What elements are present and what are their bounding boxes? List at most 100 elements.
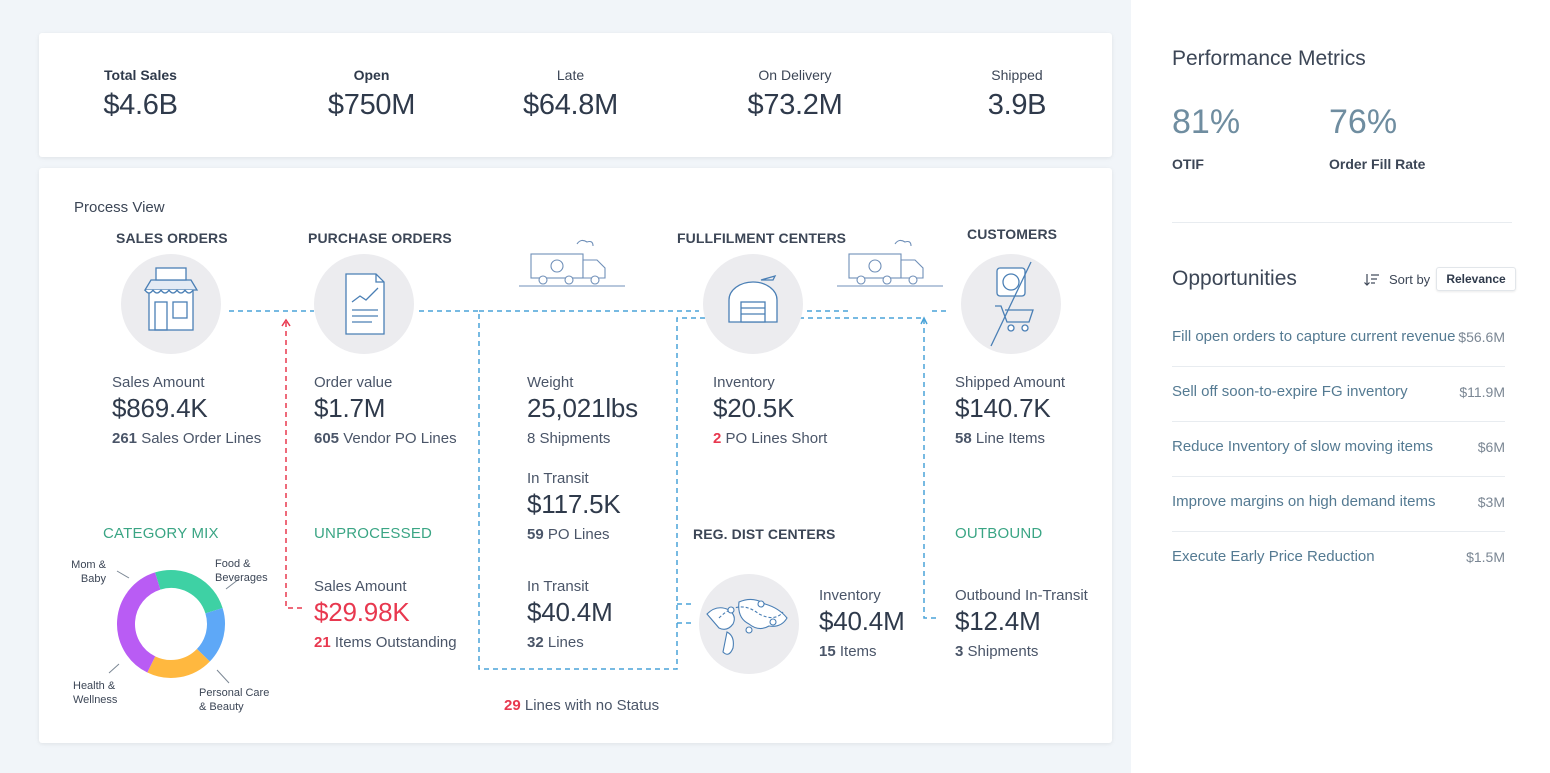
- line-items[interactable]: 58 Line Items: [955, 430, 1045, 447]
- kpi-label: Late: [556, 67, 585, 83]
- opportunity-label[interactable]: Execute Early Price Reduction: [1172, 548, 1375, 565]
- fulfilment-centers-node[interactable]: [703, 254, 803, 354]
- label-health-wellness: Health & Wellness: [73, 679, 117, 707]
- sales-order-lines[interactable]: 261 Sales Order Lines: [112, 430, 261, 447]
- kpi-on-delivery[interactable]: On Delivery $73.2M: [739, 67, 851, 122]
- customers-node[interactable]: [961, 254, 1061, 354]
- arrow-up-icon: [920, 316, 928, 325]
- opportunity-item[interactable]: Fill open orders to capture current reve…: [1172, 312, 1505, 367]
- category-mix-chart[interactable]: [39, 168, 339, 743]
- fulfilment-centers-heading: FULLFILMENT CENTERS: [677, 230, 847, 246]
- right-panel: Performance Metrics 81% OTIF 76% Order F…: [1131, 0, 1550, 773]
- metric-label: Order Fill Rate: [1329, 156, 1426, 172]
- sort-icon[interactable]: [1364, 273, 1380, 287]
- in-transit-value: $40.4M: [527, 597, 613, 627]
- kpi-value: 3.9B: [987, 89, 1047, 121]
- opportunity-item[interactable]: Improve margins on high demand items $3M: [1172, 477, 1505, 532]
- order-value-label: Order value: [314, 374, 393, 391]
- in-transit-lines[interactable]: 32 Lines: [527, 634, 584, 651]
- inventory-label: Inventory: [713, 374, 775, 391]
- kpi-value: $4.6B: [103, 89, 178, 121]
- vendor-po-lines-text: Vendor PO Lines: [339, 430, 457, 447]
- opportunity-label[interactable]: Sell off soon-to-expire FG inventory: [1172, 383, 1408, 400]
- leader-line: [216, 669, 230, 684]
- outbound-shipments[interactable]: 3 Shipments: [955, 643, 1038, 660]
- lines-no-status[interactable]: 29 Lines with no Status: [504, 697, 659, 714]
- reg-items-count: 15: [819, 643, 836, 660]
- kpi-shipped[interactable]: Shipped 3.9B: [982, 67, 1052, 122]
- label-line: Personal Care: [199, 687, 270, 699]
- no-status-text: Lines with no Status: [520, 697, 660, 714]
- reg-items[interactable]: 15 Items: [819, 643, 877, 660]
- opportunity-label[interactable]: Fill open orders to capture current reve…: [1172, 328, 1456, 345]
- po-lines-short-count: 2: [713, 430, 722, 447]
- opportunity-item[interactable]: Execute Early Price Reduction $1.5M: [1172, 532, 1505, 587]
- outbound-shipments-text: Shipments: [963, 643, 1039, 660]
- leader-line: [225, 578, 240, 590]
- sales-orders-node[interactable]: [121, 254, 221, 354]
- metric-order-fill-rate[interactable]: 76% Order Fill Rate: [1329, 103, 1425, 172]
- in-transit-label: In Transit: [527, 578, 589, 595]
- po-lines-count: 59: [527, 526, 544, 543]
- sales-orders-heading: SALES ORDERS: [116, 230, 228, 246]
- label-line: Food &: [215, 558, 251, 570]
- opportunity-label[interactable]: Reduce Inventory of slow moving items: [1172, 438, 1433, 455]
- kpi-label: Open: [353, 67, 390, 83]
- po-lines-short-text: PO Lines Short: [721, 430, 828, 447]
- process-connectors: [229, 310, 949, 670]
- shipped-amount-value: $140.7K: [955, 393, 1051, 423]
- items-outstanding[interactable]: 21 Items Outstanding: [314, 634, 457, 651]
- donut-slice-mom-baby[interactable]: [155, 570, 223, 614]
- opportunity-amount: $6M: [1477, 439, 1505, 455]
- opportunity-label[interactable]: Improve margins on high demand items: [1172, 493, 1436, 510]
- label-line: Wellness: [73, 694, 118, 706]
- arrow-up-icon: [281, 318, 291, 327]
- donut-slice-food-beverages[interactable]: [196, 608, 225, 662]
- kpi-value: $73.2M: [747, 89, 843, 121]
- kpi-total-sales[interactable]: Total Sales $4.6B: [98, 67, 183, 122]
- reg-dist-centers-node[interactable]: [699, 574, 799, 674]
- sort-relevance-button[interactable]: Relevance: [1436, 267, 1516, 291]
- reg-dist-centers-heading: REG. DIST CENTERS: [693, 526, 836, 542]
- label-mom-baby: Mom & Baby: [66, 558, 106, 586]
- label-personal-care: Personal Care & Beauty: [199, 686, 269, 714]
- outbound-in-transit-label: Outbound In-Transit: [955, 587, 1088, 604]
- vendor-po-lines[interactable]: 605 Vendor PO Lines: [314, 430, 457, 447]
- lines-text: Lines: [543, 634, 584, 651]
- leader-line: [116, 570, 130, 579]
- truck-icon: [837, 239, 943, 287]
- unprocessed-heading: UNPROCESSED: [314, 525, 433, 542]
- label-line: & Beauty: [199, 701, 244, 713]
- weight-value: 25,021lbs: [527, 393, 638, 423]
- items-outstanding-count: 21: [314, 634, 331, 651]
- kpi-value: $64.8M: [523, 89, 618, 121]
- in-transit-po-lines[interactable]: 59 PO Lines: [527, 526, 610, 543]
- process-view-card: Process View SALES ORDERS Sales Amount $…: [39, 168, 1112, 743]
- reg-inventory-value: $40.4M: [819, 606, 905, 636]
- kpi-label: Total Sales: [104, 67, 177, 83]
- donut-slice-personal-care-beauty[interactable]: [147, 648, 210, 678]
- unprocessed-sales-value: $29.98K: [314, 597, 410, 627]
- kpi-card: Total Sales $4.6B Open $750M Late $64.8M…: [39, 33, 1112, 157]
- outbound-heading: OUTBOUND: [955, 525, 1043, 542]
- kpi-late[interactable]: Late $64.8M: [513, 67, 628, 122]
- opportunity-item[interactable]: Sell off soon-to-expire FG inventory $11…: [1172, 367, 1505, 422]
- vendor-po-lines-count: 605: [314, 430, 340, 447]
- po-lines-short[interactable]: 2 PO Lines Short: [713, 430, 827, 447]
- metric-value: 76%: [1329, 103, 1398, 141]
- donut-slice-health-wellness[interactable]: [117, 572, 161, 673]
- outbound-in-transit-value: $12.4M: [955, 606, 1041, 636]
- sort-by-label: Sort by: [1389, 272, 1431, 287]
- kpi-open[interactable]: Open $750M: [319, 67, 424, 122]
- inventory-value: $20.5K: [713, 393, 795, 423]
- metric-value: 81%: [1172, 103, 1241, 141]
- items-outstanding-text: Items Outstanding: [330, 634, 457, 651]
- purchase-orders-node[interactable]: [314, 254, 414, 354]
- kpi-label: On Delivery: [758, 67, 832, 83]
- warehouse-icon: [728, 274, 778, 323]
- shipments-count[interactable]: 8 Shipments: [527, 430, 611, 447]
- metric-otif[interactable]: 81% OTIF: [1172, 103, 1240, 172]
- unprocessed-sales-label: Sales Amount: [314, 578, 407, 595]
- opportunity-item[interactable]: Reduce Inventory of slow moving items $6…: [1172, 422, 1505, 477]
- world-map-icon: [706, 598, 788, 655]
